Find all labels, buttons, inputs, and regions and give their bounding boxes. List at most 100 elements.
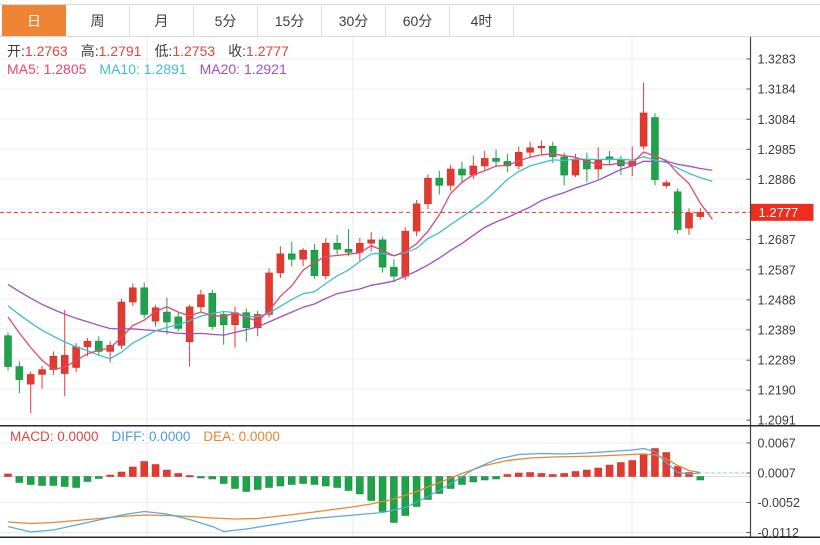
candle	[117, 298, 126, 349]
macd-bar	[605, 464, 614, 477]
candle	[265, 268, 273, 318]
macd-bar	[4, 473, 12, 477]
candle-body	[571, 159, 580, 176]
candle-body	[265, 272, 273, 315]
macd-bar	[526, 472, 534, 477]
candle	[208, 289, 217, 330]
macd-bar	[208, 476, 217, 480]
chart-canvas[interactable]: 1.2777 1.3283 1.3184 1.3084 1.2985 1.2886 1.2…	[0, 37, 820, 545]
candle-body	[185, 306, 194, 342]
candle	[696, 208, 705, 220]
y-axis-label: 1.2587	[758, 263, 796, 277]
candle	[378, 236, 387, 273]
y-axis-label: 1.3084	[758, 113, 796, 127]
y-axis-label: 1.2488	[758, 293, 796, 307]
candle	[253, 310, 262, 337]
candle-body	[61, 355, 69, 374]
candle	[458, 161, 466, 183]
macd-bar	[72, 476, 80, 488]
macd-bar	[49, 476, 58, 486]
candle-body	[560, 156, 568, 176]
candle-body	[685, 212, 693, 229]
macd-bar	[106, 474, 114, 477]
bottom-border	[0, 536, 820, 538]
candle	[480, 150, 489, 171]
current-price-layer: 1.2777	[0, 203, 814, 221]
candle	[605, 150, 614, 165]
candle-body	[15, 366, 24, 380]
tab-15min[interactable]: 15分	[258, 5, 322, 36]
macd-bar	[515, 472, 523, 477]
tab-60min[interactable]: 60分	[386, 5, 450, 36]
candle	[163, 297, 171, 335]
macd-axis-label: 0.0067	[758, 437, 796, 451]
chart-area[interactable]: 1.2777 1.3283 1.3184 1.3084 1.2985 1.2886 1.2…	[0, 37, 820, 545]
candle	[526, 141, 534, 159]
macd-bar	[95, 476, 103, 479]
candle	[446, 164, 455, 191]
current-price-tag-label: 1.2777	[759, 205, 799, 220]
candle-body	[639, 112, 648, 147]
candle	[242, 308, 251, 342]
candle	[174, 312, 182, 332]
candle-body	[446, 168, 455, 186]
macd-bar	[26, 476, 35, 485]
candle	[322, 238, 330, 280]
candle	[651, 113, 659, 186]
candle	[49, 351, 58, 376]
macd-bar	[492, 476, 500, 480]
macd-bar	[129, 466, 137, 477]
macd-bar	[163, 469, 171, 477]
candle	[515, 146, 523, 170]
macd-bar	[140, 461, 148, 477]
macd-axis-label: -0.0052	[758, 496, 800, 510]
tab-5min[interactable]: 5分	[194, 5, 258, 36]
tab-4hour[interactable]: 4时	[450, 5, 514, 36]
candle-body	[288, 253, 296, 260]
candle	[560, 152, 568, 186]
macd-bar	[265, 476, 273, 488]
ma20-line	[7, 160, 713, 336]
macd-bar	[242, 476, 251, 492]
tab-day[interactable]: 日	[2, 5, 66, 36]
candle-body	[390, 266, 398, 277]
candle	[639, 82, 648, 150]
candle	[4, 332, 12, 371]
candle	[15, 361, 24, 394]
candle-body	[480, 158, 489, 167]
panel-separators	[0, 425, 820, 538]
candle	[344, 229, 353, 257]
macd-bar	[61, 476, 69, 487]
ma5-line	[7, 151, 713, 370]
macd-bar	[151, 464, 160, 477]
macd-bar	[435, 476, 444, 494]
y-axis-label: 1.3283	[758, 53, 796, 67]
candle	[492, 149, 500, 168]
macd-bar	[673, 466, 682, 477]
tab-week[interactable]: 周	[66, 5, 130, 36]
macd-bar	[333, 476, 341, 488]
candle	[140, 282, 148, 319]
macd-bar	[583, 469, 591, 477]
candle	[61, 309, 69, 397]
candle-body	[696, 212, 705, 217]
tab-month[interactable]: 月	[130, 5, 194, 36]
macd-axis-label: 0.0007	[758, 467, 796, 481]
ma-lines-layer	[7, 151, 713, 370]
y-axis-label: 1.2289	[758, 354, 796, 368]
candle	[583, 152, 591, 183]
candle	[390, 259, 398, 283]
ma10-line	[7, 156, 713, 360]
candle-body	[367, 239, 375, 244]
tab-30min[interactable]: 30分	[322, 5, 386, 36]
y-axis-label: 1.2687	[758, 233, 796, 247]
candle	[435, 170, 444, 195]
candle-body	[208, 292, 217, 327]
y-axis-label: 1.2091	[758, 414, 796, 428]
y-axis-label: 1.2389	[758, 323, 796, 337]
candle-body	[140, 287, 148, 315]
candle-body	[242, 312, 251, 329]
candle-body	[435, 177, 444, 186]
candle-body	[174, 316, 182, 329]
current-price-tag	[750, 203, 814, 221]
